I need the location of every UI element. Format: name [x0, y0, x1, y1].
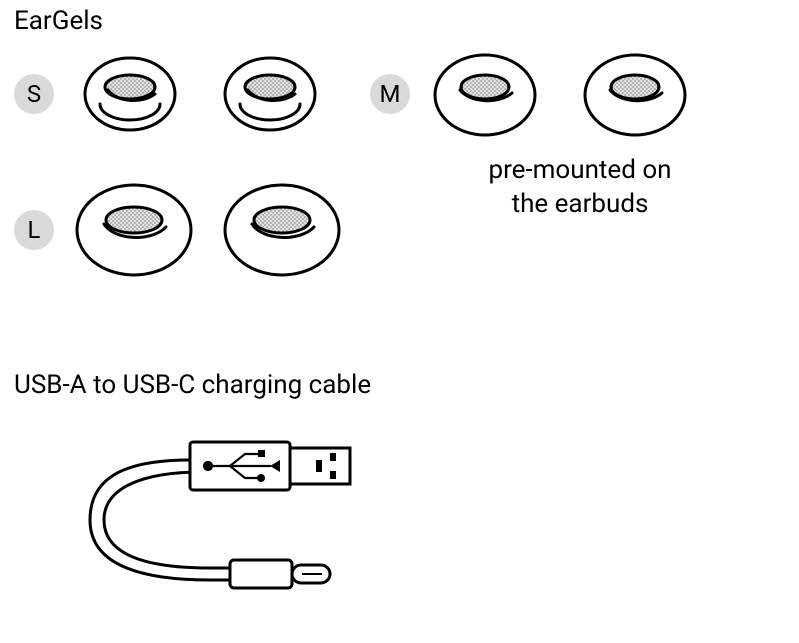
page-root: EarGels S M: [0, 0, 799, 643]
size-badge-m: M: [370, 74, 410, 114]
usb-c-plug: [230, 560, 330, 588]
eargel-s-2: [220, 54, 320, 134]
size-badge-l-label: L: [28, 216, 41, 244]
cable-title: USB-A to USB-C charging cable: [14, 370, 371, 400]
size-badge-m-label: M: [380, 80, 401, 108]
eargels-title: EarGels: [14, 6, 103, 36]
size-badge-s-label: S: [27, 80, 41, 108]
usb-a-plug: [190, 442, 350, 490]
size-badge-s: S: [14, 74, 54, 114]
premounted-caption: pre-mounted onthe earbuds: [450, 154, 710, 222]
eargel-m-1: [430, 50, 540, 140]
size-badge-l: L: [14, 210, 54, 250]
eargel-m-2: [580, 50, 690, 140]
eargel-l-1: [72, 180, 196, 280]
usb-cable-illustration: [80, 420, 400, 610]
eargel-l-2: [220, 180, 344, 280]
eargel-s-1: [80, 54, 180, 134]
